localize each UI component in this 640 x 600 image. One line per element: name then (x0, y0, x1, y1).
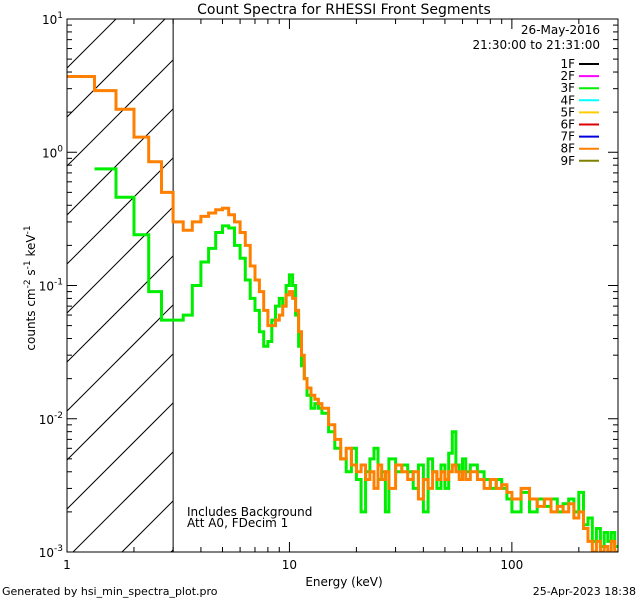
annotation-attenuator: Att A0, FDecim 1 (187, 516, 288, 530)
legend-label: 5F (560, 105, 575, 119)
time-range-label: 21:30:00 to 21:31:00 (473, 38, 600, 52)
x-tick-label: 10 (282, 558, 297, 572)
hatch-line (67, 59, 174, 167)
y-tick-label: 10-1 (39, 278, 63, 294)
x-tick-label: 100 (500, 558, 523, 572)
y-axis-ticks: 101 100 10-1 10-2 10-3 (39, 11, 618, 560)
date-label: 26-May-2016 (521, 23, 600, 37)
legend-label: 3F (560, 81, 575, 95)
chart-title: Count Spectra for RHESSI Front Segments (197, 2, 491, 18)
hatch-line (67, 19, 166, 118)
hatch-line (72, 451, 174, 552)
legend-label: 7F (560, 130, 575, 144)
hatch-line (121, 500, 174, 552)
y-tick-label: 10-2 (39, 411, 63, 427)
y-tick-label: 100 (42, 144, 63, 160)
y-tick-label: 10-3 (39, 544, 63, 560)
legend-label: 6F (560, 118, 575, 132)
footer-generated-by: Generated by hsi_min_spectra_plot.pro (2, 585, 218, 598)
hatch-line (67, 157, 174, 265)
x-axis-label: Energy (keV) (305, 575, 382, 589)
legend-label: 9F (560, 154, 575, 168)
legend-label: 2F (560, 69, 575, 83)
hatch-line (67, 108, 174, 216)
series-line-8F (67, 75, 618, 552)
legend-label: 4F (560, 93, 575, 107)
hatch-line (67, 304, 174, 412)
hatch-line (67, 19, 117, 69)
y-tick-label: 101 (42, 11, 63, 27)
hatch-line (67, 402, 174, 510)
hatch-line (67, 255, 174, 363)
y-axis-label: counts cm-2 s-1 keV-1 (23, 225, 38, 350)
hatch-line (67, 353, 174, 461)
series-layer (67, 75, 618, 552)
hatched-region (67, 19, 174, 552)
legend-label: 8F (560, 142, 575, 156)
hatch-line (67, 206, 174, 314)
legend-label: 1F (560, 57, 575, 71)
footer-timestamp: 25-Apr-2023 18:38 (533, 585, 636, 598)
x-tick-label: 1 (63, 558, 71, 572)
x-axis-ticks: 1 10 100 (63, 19, 619, 572)
svg-text:counts cm-2 s-1 keV-1: counts cm-2 s-1 keV-1 (23, 225, 38, 350)
annotation-includes-background: Includes Background (187, 505, 312, 519)
